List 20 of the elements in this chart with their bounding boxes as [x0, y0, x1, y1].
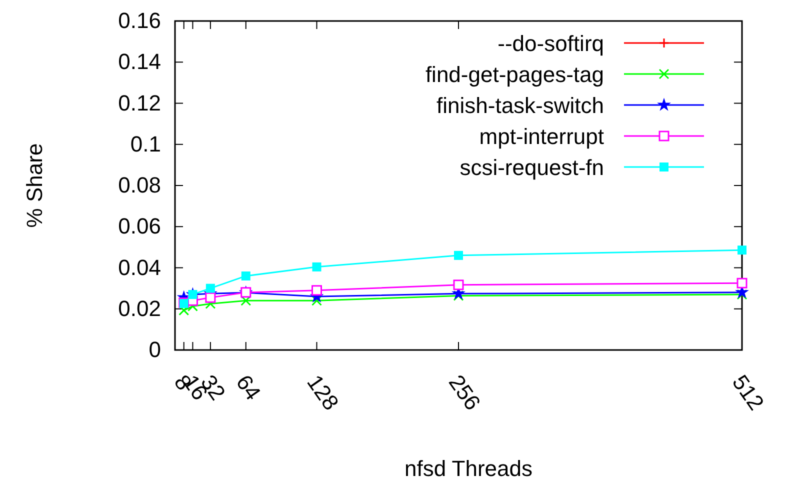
legend-label: finish-task-switch	[436, 93, 604, 118]
y-tick-label: 0.16	[118, 8, 161, 34]
y-axis-title: % Share	[22, 143, 47, 228]
legend-label: scsi-request-fn	[460, 155, 604, 180]
x-axis-title: nfsd Threads	[404, 456, 533, 481]
legend-label: --do-softirq	[498, 31, 604, 56]
x-tick-label: 128	[302, 370, 344, 415]
y-tick-label: 0.14	[118, 49, 161, 74]
y-tick-label: 0.1	[130, 131, 161, 156]
y-tick-label: 0.06	[118, 214, 161, 239]
x-tick-label: 512	[727, 370, 769, 415]
y-tick-label: 0.02	[118, 296, 161, 321]
y-tick-label: 0	[148, 337, 161, 362]
legend-label: find-get-pages-tag	[425, 62, 604, 87]
y-tick-label: 0.04	[118, 254, 161, 280]
y-tick-label: 0.12	[118, 90, 161, 116]
legend-label: mpt-interrupt	[479, 124, 604, 149]
x-tick-label: 64	[231, 370, 266, 405]
y-tick-label: 0.08	[118, 172, 161, 198]
x-tick-label: 256	[444, 370, 486, 415]
